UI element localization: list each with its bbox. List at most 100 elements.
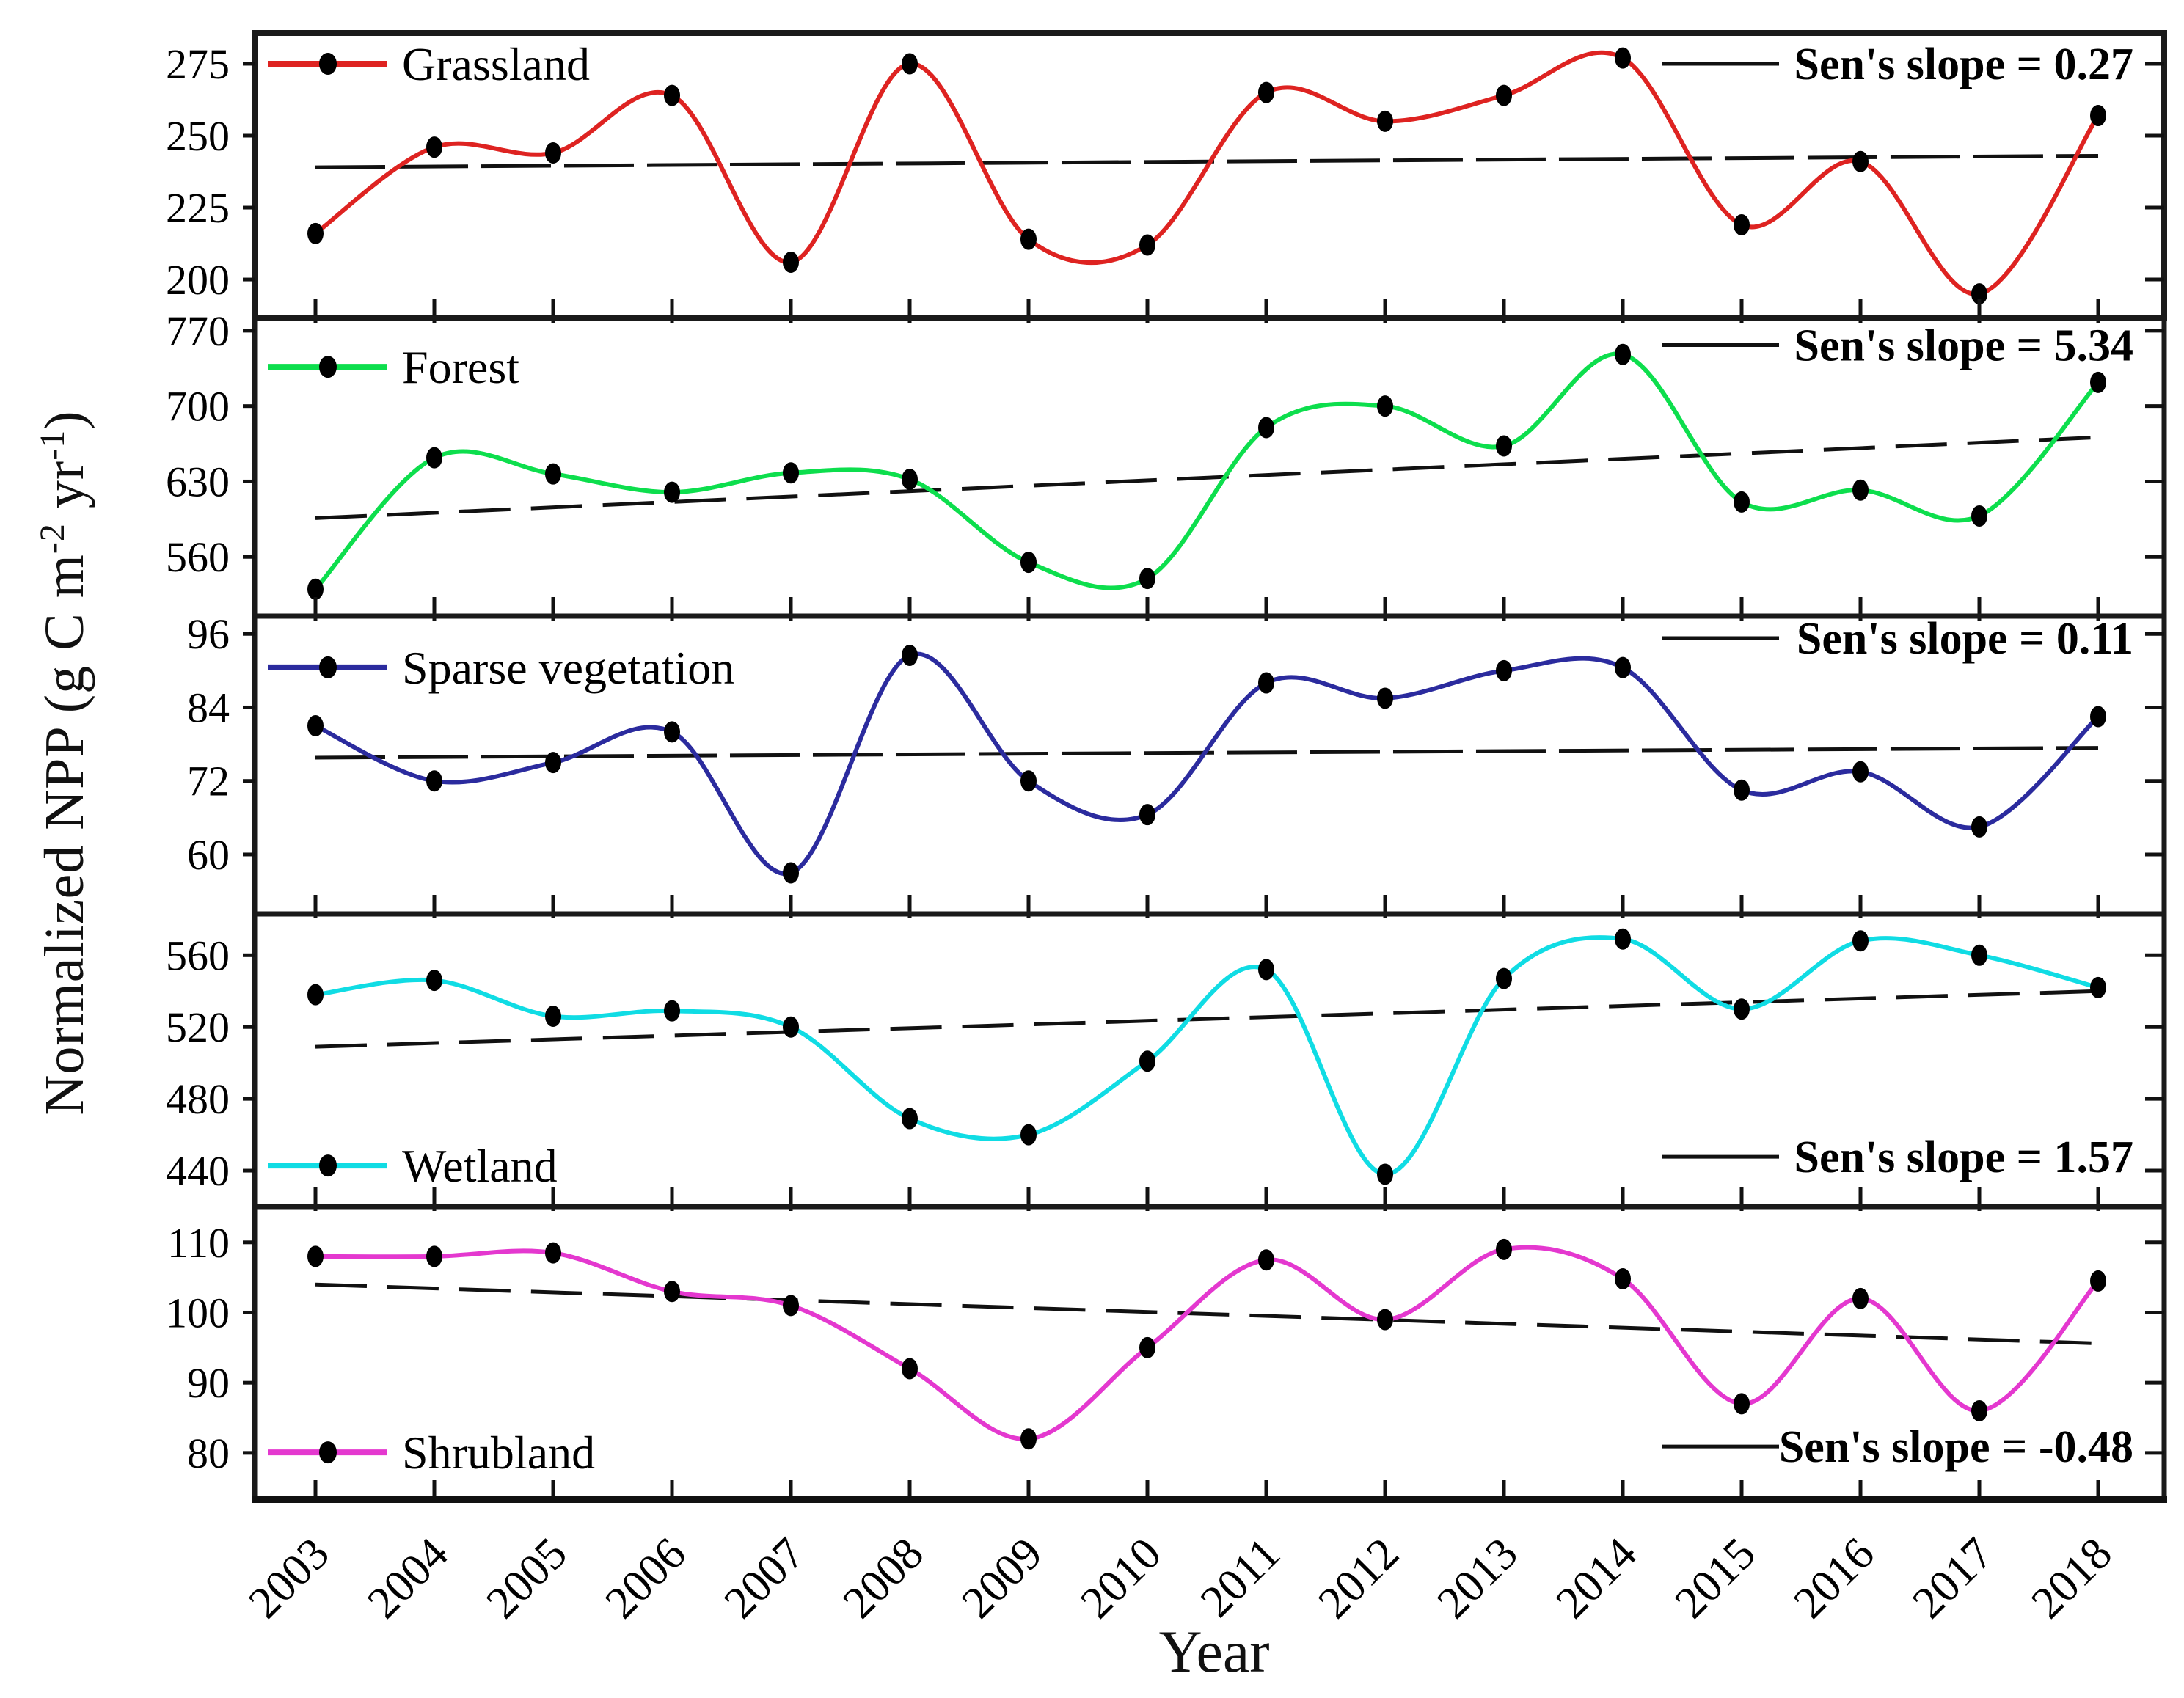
y-axis-superscript-minus1: -1 (32, 429, 72, 461)
y-tick-label: 225 (166, 184, 230, 232)
data-point (545, 463, 561, 485)
y-tick-label: 60 (187, 831, 230, 879)
x-tick-label: 2014 (1546, 1529, 1646, 1628)
x-tick-label: 2016 (1784, 1529, 1884, 1628)
panel-shrubland: 80 90 100 110 Shrubland Sen's slope = -0.48 (166, 1204, 2167, 1502)
x-tick-label: 2007 (715, 1529, 814, 1628)
data-point (307, 222, 324, 244)
data-point (1377, 395, 1393, 417)
data-point (2090, 706, 2106, 728)
data-point (1020, 228, 1037, 250)
data-point (545, 752, 561, 774)
data-point (545, 1242, 561, 1264)
y-tick-label: 480 (166, 1075, 230, 1123)
data-point (1615, 928, 1631, 950)
x-tick-label: 2004 (358, 1529, 458, 1628)
x-tick-label: 2012 (1309, 1529, 1409, 1628)
y-axis-label-text3: ) (34, 410, 96, 430)
x-tick-label: 2008 (833, 1529, 933, 1628)
data-point (1615, 1268, 1631, 1290)
data-point (545, 142, 561, 164)
sen-slope-label: Sen's slope = 0.11 (1797, 614, 2133, 664)
data-point (1020, 770, 1037, 792)
data-curve (315, 935, 2099, 1176)
data-point (1852, 761, 1869, 783)
y-tick-label: 84 (187, 684, 230, 731)
x-tick-label: 2005 (477, 1529, 577, 1628)
data-point (1496, 435, 1512, 457)
data-point (1139, 568, 1155, 590)
data-point (1971, 1399, 1987, 1421)
y-tick-label: 560 (166, 932, 230, 979)
panel-forest: 560 630 700 770 Forest Sen's slope = 5.34 (166, 307, 2167, 621)
data-point (1258, 417, 1274, 439)
data-point (545, 1006, 561, 1028)
data-point (2090, 371, 2106, 393)
x-tick-label: 2011 (1191, 1529, 1290, 1627)
data-point (664, 1000, 680, 1022)
data-point (1615, 656, 1631, 678)
y-axis-superscript-minus2: -2 (32, 523, 72, 555)
data-point (1852, 479, 1869, 501)
data-point (1971, 505, 1987, 527)
data-curve (313, 351, 2100, 591)
y-tick-label: 90 (187, 1359, 230, 1407)
data-point (426, 1245, 442, 1267)
data-point (1258, 672, 1274, 694)
data-point (426, 136, 442, 158)
trend-line (315, 435, 2099, 520)
panel-grassland: 200 225 250 275 Grassland Sen's slope = 0.27 (166, 30, 2167, 323)
y-tick-label: 200 (166, 256, 230, 304)
legend-marker (319, 656, 337, 678)
x-tick-label: 2013 (1428, 1529, 1527, 1628)
data-point (1139, 1050, 1155, 1072)
trend-line (315, 989, 2099, 1049)
legend-wetland: Wetland (268, 1140, 558, 1192)
x-tick-label: 2018 (2022, 1529, 2122, 1628)
y-tick-label: 96 (187, 610, 230, 658)
data-point (1139, 1336, 1155, 1358)
data-point (2090, 976, 2106, 998)
y-tick-label: 80 (187, 1430, 230, 1477)
data-point (1258, 1249, 1274, 1271)
y-tick-label: 630 (166, 458, 230, 505)
data-point (1852, 930, 1869, 952)
data-point (783, 252, 799, 274)
data-point (307, 984, 324, 1006)
y-tick-label: 275 (166, 40, 230, 88)
y-tick-label: 560 (166, 533, 230, 581)
data-point (307, 1245, 324, 1267)
data-point (307, 715, 324, 737)
data-point (1139, 234, 1155, 256)
y-tick-label: 110 (167, 1219, 230, 1267)
data-point (1734, 1393, 1750, 1415)
data-point (783, 1295, 799, 1317)
data-point (2090, 105, 2106, 127)
data-point (1139, 804, 1155, 826)
legend-marker (319, 53, 337, 76)
data-point (2090, 1270, 2106, 1292)
data-point (1496, 1238, 1512, 1260)
data-point (783, 862, 799, 884)
sen-slope-annotation: Sen's slope = -0.48 (1662, 1422, 2133, 1472)
data-point (1020, 1124, 1037, 1146)
legend-forest: Forest (268, 341, 519, 393)
legend-label: Shrubland (402, 1427, 595, 1479)
data-point (902, 469, 918, 491)
data-point (902, 1108, 918, 1130)
data-point (664, 1281, 680, 1303)
x-axis-label: Year (1158, 1618, 1270, 1685)
y-tick-label: 100 (166, 1289, 230, 1336)
sen-slope-annotation: Sen's slope = 5.34 (1662, 321, 2133, 371)
panel-wetland: 440 480 520 560 Wetland Sen's slope = 1.57 (166, 911, 2167, 1211)
data-point (902, 53, 918, 75)
data-point (1496, 967, 1512, 989)
data-point (783, 1016, 799, 1038)
data-point (1377, 110, 1393, 132)
data-point (1852, 1287, 1869, 1309)
data-point (426, 970, 442, 992)
data-point (426, 770, 442, 792)
data-point (1971, 283, 1987, 305)
